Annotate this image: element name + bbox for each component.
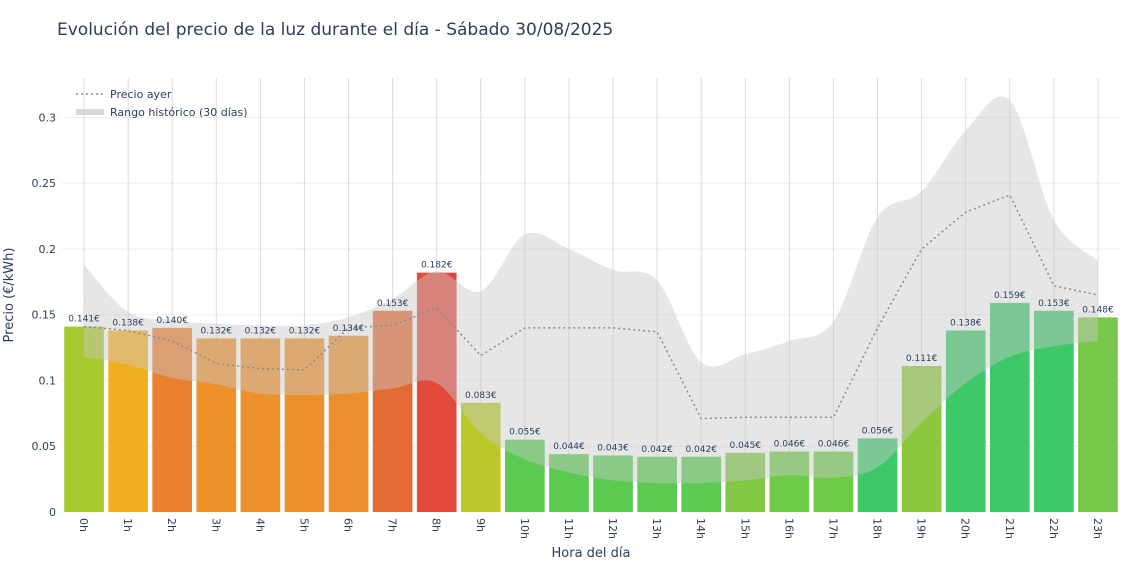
chart-title: Evolución del precio de la luz durante e… xyxy=(57,20,614,40)
bar-16h xyxy=(769,451,810,512)
bar-15h xyxy=(725,452,766,512)
bar-19h xyxy=(901,366,942,512)
bar-14h xyxy=(681,456,722,512)
x-tick-label: 3h xyxy=(209,518,222,532)
x-tick-label: 6h xyxy=(342,518,355,532)
y-tick-label: 0.05 xyxy=(32,440,57,453)
y-axis: 0 0.05 0.1 0.15 0.2 0.25 0.3 xyxy=(32,111,57,519)
x-tick-label: 23h xyxy=(1091,518,1104,539)
bar-value-label: 0.043€ xyxy=(597,443,629,453)
x-tick-label: 5h xyxy=(297,518,310,532)
bar-12h xyxy=(593,455,633,512)
y-tick-label: 0.3 xyxy=(39,111,57,124)
x-axis: 0h 1h 2h 3h 4h 5h 6h 7h 8h 9h 10h 11h 12h 13h 14h 15h 16… xyxy=(77,518,1104,539)
x-tick-label: 21h xyxy=(1003,518,1016,539)
bar-11h xyxy=(549,454,589,512)
x-tick-label: 10h xyxy=(518,518,531,539)
legend-swatch-range xyxy=(76,109,104,115)
x-tick-label: 18h xyxy=(871,518,884,539)
y-tick-label: 0.2 xyxy=(39,243,57,256)
bar-value-label: 0.132€ xyxy=(245,326,277,336)
bar-17h xyxy=(813,451,854,512)
bar-value-label: 0.138€ xyxy=(112,319,144,329)
bar-3h xyxy=(196,338,237,512)
legend-label-yesterday: Precio ayer xyxy=(110,88,172,101)
bar-value-label: 0.153€ xyxy=(377,299,409,309)
bar-0h xyxy=(64,326,104,512)
legend-label-range: Rango histórico (30 días) xyxy=(110,106,248,119)
bar-value-label: 0.148€ xyxy=(1082,305,1114,315)
historical-range-area xyxy=(84,96,1098,484)
y-axis-label: Precio (€/kWh) xyxy=(2,248,17,343)
bar-value-label: 0.044€ xyxy=(553,442,585,452)
bar-value-label: 0.138€ xyxy=(950,319,982,329)
bar-9h xyxy=(460,402,501,512)
bar-value-label: 0.056€ xyxy=(862,426,894,436)
x-tick-label: 16h xyxy=(782,518,795,539)
bar-value-label: 0.134€ xyxy=(333,324,365,334)
bar-22h xyxy=(1034,310,1074,512)
bar-7h xyxy=(372,310,413,512)
x-tick-label: 11h xyxy=(562,518,575,539)
x-tick-label: 17h xyxy=(826,518,839,539)
x-tick-label: 14h xyxy=(694,518,707,539)
bar-value-labels: 0.141€ 0.138€ 0.140€ 0.132€ 0.132€ 0.132€ 0.13… xyxy=(68,261,1114,455)
y-tick-label: 0.15 xyxy=(32,309,57,322)
bar-value-label: 0.111€ xyxy=(906,354,938,364)
yesterday-price-series xyxy=(83,194,1099,420)
x-tick-label: 1h xyxy=(121,518,134,532)
x-axis-label: Hora del día xyxy=(552,546,631,561)
x-tick-label: 12h xyxy=(606,518,619,539)
bar-value-label: 0.140€ xyxy=(156,316,188,326)
historical-range-band xyxy=(84,96,1098,484)
y-tick-label: 0.1 xyxy=(39,374,57,387)
bar-value-label: 0.153€ xyxy=(1038,299,1070,309)
x-tick-label: 22h xyxy=(1047,518,1060,539)
bar-13h xyxy=(637,456,677,512)
x-tick-label: 4h xyxy=(253,518,266,532)
bar-10h xyxy=(505,439,545,512)
bar-1h xyxy=(108,330,148,512)
bar-value-label: 0.182€ xyxy=(421,261,453,271)
bar-6h xyxy=(328,335,369,512)
x-tick-label: 20h xyxy=(959,518,972,539)
x-tick-label: 9h xyxy=(474,518,487,532)
bar-value-label: 0.159€ xyxy=(994,291,1026,301)
bar-value-label: 0.055€ xyxy=(509,428,541,438)
bars xyxy=(64,272,1118,512)
bar-value-label: 0.046€ xyxy=(818,440,850,450)
x-tick-label: 7h xyxy=(386,518,399,532)
x-tick-label: 8h xyxy=(430,518,443,532)
bar-2h xyxy=(152,327,193,512)
legend: Precio ayer Rango histórico (30 días) xyxy=(76,88,248,119)
bar-value-label: 0.046€ xyxy=(774,440,806,450)
bar-18h xyxy=(857,438,898,512)
x-tick-label: 13h xyxy=(650,518,663,539)
x-tick-label: 2h xyxy=(165,518,178,532)
bar-value-label: 0.132€ xyxy=(201,326,233,336)
y-tick-label: 0.25 xyxy=(32,177,57,190)
bar-5h xyxy=(284,338,325,512)
bar-20h xyxy=(945,330,986,512)
x-tick-label: 0h xyxy=(77,518,90,532)
bar-value-label: 0.042€ xyxy=(685,445,717,455)
yesterday-price-line xyxy=(83,194,1099,420)
bar-21h xyxy=(989,302,1030,512)
bar-value-label: 0.042€ xyxy=(641,445,673,455)
x-tick-label: 15h xyxy=(738,518,751,539)
x-tick-label: 19h xyxy=(915,518,928,539)
y-tick-label: 0 xyxy=(49,506,56,519)
bar-value-label: 0.141€ xyxy=(68,315,100,325)
bar-value-label: 0.045€ xyxy=(730,441,762,451)
bar-value-label: 0.132€ xyxy=(289,326,321,336)
bar-23h xyxy=(1078,317,1118,512)
bar-value-label: 0.083€ xyxy=(465,391,497,401)
